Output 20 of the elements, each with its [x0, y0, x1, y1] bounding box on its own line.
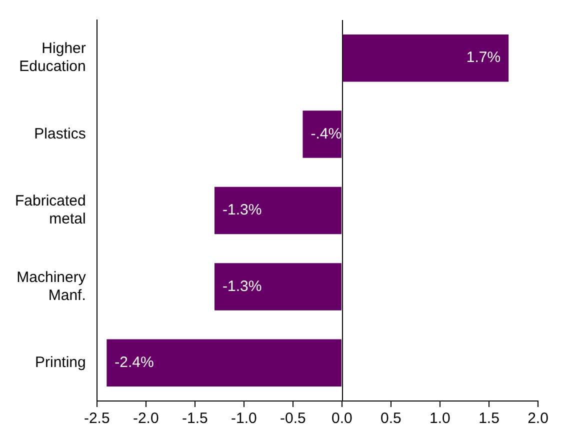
y-tick-label: Fabricated metal [14, 192, 86, 228]
x-tick-label: -0.5 [280, 410, 306, 428]
data-label: -2.4% [114, 354, 154, 372]
x-tick-label: 0.0 [332, 410, 352, 428]
x-tick-label: 2.0 [528, 410, 548, 428]
x-tick-label: -2.5 [84, 410, 110, 428]
y-tick-label: Printing [35, 354, 86, 372]
x-tick-label: -1.5 [182, 410, 208, 428]
data-label: 1.7% [466, 49, 501, 66]
x-tick-label: 0.5 [380, 410, 402, 428]
data-label: -1.3% [222, 278, 262, 295]
data-label: -1.3% [222, 202, 262, 219]
data-label: -.4% [310, 125, 342, 142]
y-tick-label: Higher Education [19, 40, 86, 76]
y-tick-label: Plastics [34, 125, 86, 142]
x-tick-label: 1.0 [430, 410, 450, 428]
x-tick-label: -1.0 [230, 410, 257, 428]
x-tick-label: 1.5 [478, 410, 500, 428]
x-tick-label: -2.0 [132, 410, 159, 428]
y-tick-label: Machinery Manf. [16, 268, 86, 304]
